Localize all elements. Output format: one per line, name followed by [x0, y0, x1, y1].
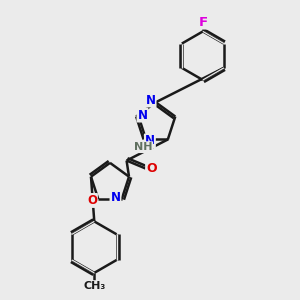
Text: NH: NH — [134, 142, 152, 152]
Text: O: O — [146, 162, 157, 175]
Text: N: N — [145, 134, 155, 147]
Text: F: F — [198, 16, 207, 28]
Text: N: N — [146, 94, 156, 106]
Text: O: O — [87, 194, 97, 207]
Text: CH₃: CH₃ — [83, 281, 105, 291]
Text: N: N — [110, 191, 121, 204]
Text: N: N — [137, 109, 147, 122]
